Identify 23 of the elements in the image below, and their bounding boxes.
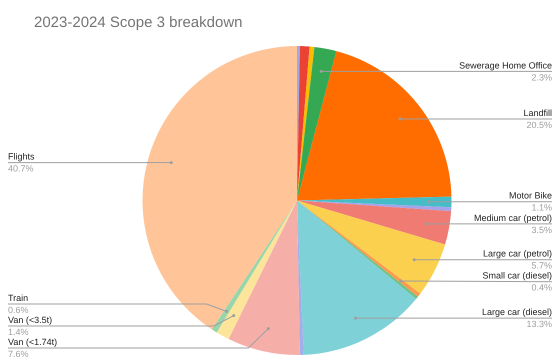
slice-label: Medium car (petrol) xyxy=(474,212,552,223)
data-label: 0.4% xyxy=(531,282,552,293)
data-label: 2.3% xyxy=(531,72,552,82)
data-label: 7.6% xyxy=(8,348,29,359)
data-label: 3.5% xyxy=(531,224,552,235)
slice-label: Van (<3.5t) xyxy=(8,314,52,325)
data-label: 20.5% xyxy=(526,120,552,130)
slice-label: Landfill xyxy=(523,108,552,118)
slice-label: Motor Bike xyxy=(508,190,552,201)
slice-label: Sewerage Home Office xyxy=(459,60,552,70)
slice-label: Large car (diesel) xyxy=(482,307,552,318)
data-label: 13.3% xyxy=(526,319,552,330)
slice-label: Van (<1.74t) xyxy=(8,336,58,347)
slice-label: Flights xyxy=(8,152,36,162)
chart-title: 2023-2024 Scope 3 breakdown xyxy=(34,14,242,32)
data-label: 40.7% xyxy=(8,164,34,174)
data-label: 1.1% xyxy=(531,202,552,213)
slice-label: Train xyxy=(8,292,28,303)
slice-label: Large car (petrol) xyxy=(482,248,552,259)
slice-label: Small car (diesel) xyxy=(482,270,552,281)
data-label: 5.7% xyxy=(531,260,552,271)
data-label: 0.6% xyxy=(8,304,29,315)
data-label: 1.4% xyxy=(8,326,29,337)
